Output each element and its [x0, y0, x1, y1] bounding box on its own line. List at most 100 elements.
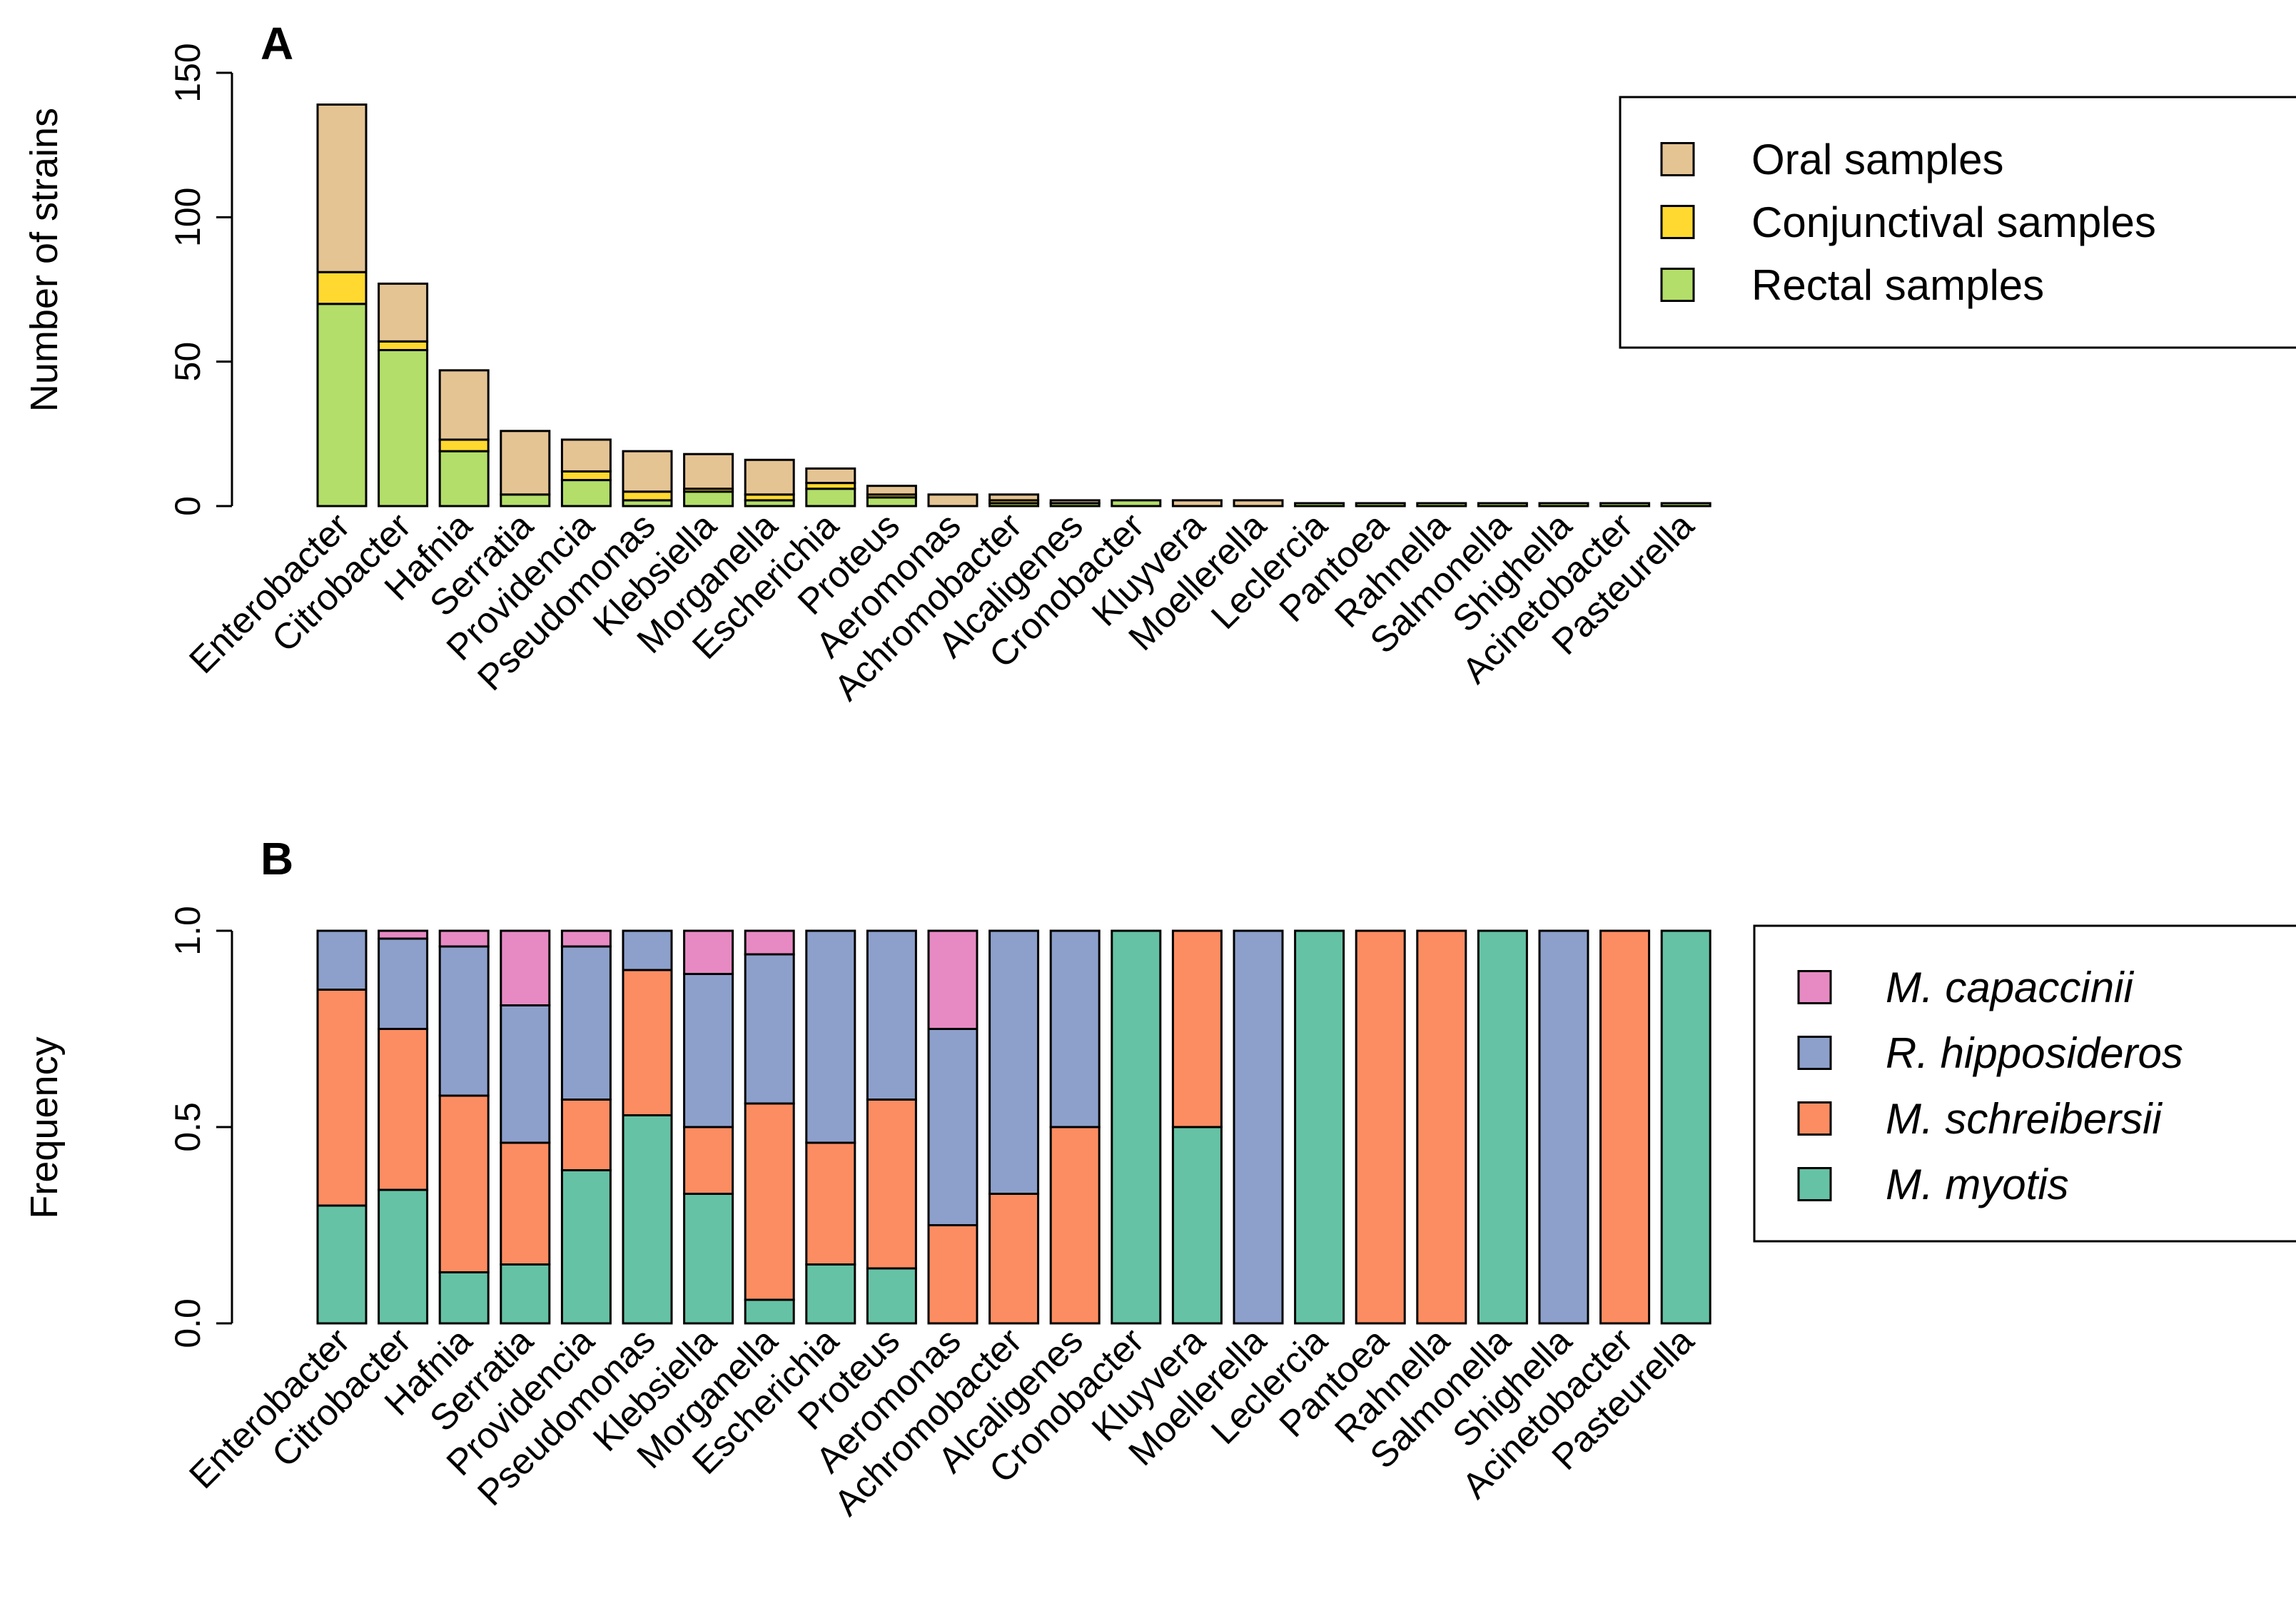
- panel-b-bar-providencia-m-myotis: [560, 1169, 612, 1325]
- panel-b-bar-cronobacter-m-myotis: [1111, 929, 1162, 1325]
- panel-b-bar-serratia-m-capaccinii: [500, 929, 551, 1006]
- panel-b-bar-klebsiella-r-hipposideros: [683, 973, 734, 1128]
- panel-b-bar-achromobacter-m-schreibersii: [988, 1193, 1040, 1325]
- panel-b-bar-acinetobacter-m-schreibersii: [1599, 929, 1651, 1325]
- panel-a-legend-label-conjunctival-samples: Conjunctival samples: [1751, 198, 2156, 246]
- panel-b-bar-aeromonas-r-hipposideros: [927, 1028, 978, 1226]
- panel-a-bar-serratia-oral-samples: [500, 430, 551, 496]
- panel-a-bar-pasteurella-rectal-samples: [1660, 502, 1711, 507]
- panel-b-bar-morganella-m-schreibersii: [744, 1102, 795, 1301]
- panel-a-bar-escherichia-oral-samples: [805, 467, 856, 485]
- panel-b-legend-label-m-schreibersii: M. schreibersii: [1886, 1095, 2163, 1143]
- panel-b-legend-label-m-capaccinii: M. capaccinii: [1886, 964, 2134, 1011]
- panel-b-legend-label-r-hipposideros: R. hipposideros: [1886, 1029, 2183, 1077]
- panel-a-y-axis: 0 50 100 150: [168, 43, 233, 516]
- panel-b-legend-swatch-m-schreibersii: [1797, 1101, 1832, 1136]
- panel-b-bar-morganella-m-myotis: [744, 1298, 795, 1325]
- panel-a-bar-proteus-oral-samples: [866, 485, 917, 496]
- panel-b-bar-salmonella-m-myotis: [1477, 929, 1528, 1325]
- panel-a-legend-swatch-oral-samples: [1660, 142, 1695, 176]
- panel-b-bar-shighella-r-hipposideros: [1538, 929, 1589, 1325]
- panel-b-bar-klebsiella-m-myotis: [683, 1193, 734, 1325]
- panel-b-bar-providencia-m-capaccinii: [560, 929, 612, 948]
- panel-b-bar-proteus-m-myotis: [866, 1267, 917, 1325]
- panel-b-bar-providencia-r-hipposideros: [560, 945, 612, 1101]
- panel-a-bar-enterobacter-conjunctival-samples: [316, 271, 368, 305]
- panel-b-bar-citrobacter-m-myotis: [378, 1188, 429, 1325]
- panel-a-legend-box: [1619, 96, 2296, 349]
- panel-a-bar-salmonella-rectal-samples: [1477, 502, 1528, 507]
- panel-b-bar-escherichia-m-schreibersii: [805, 1141, 856, 1266]
- panel-a-legend-swatch-conjunctival-samples: [1660, 205, 1695, 239]
- panel-a-bar-hafnia-rectal-samples: [438, 450, 490, 507]
- panel-b-bar-citrobacter-m-capaccinii: [378, 929, 429, 940]
- panel-b-bar-klebsiella-m-schreibersii: [683, 1126, 734, 1195]
- panel-b-legend-box: [1753, 924, 2296, 1243]
- panel-b-bar-escherichia-r-hipposideros: [805, 929, 856, 1144]
- panel-a-bar-providencia-oral-samples: [560, 438, 612, 473]
- panel-a-bar-enterobacter-oral-samples: [316, 103, 368, 273]
- panel-a-bar-leclercia-rectal-samples: [1294, 502, 1345, 507]
- panel-a-legend: Oral samples Conjunctival samples Rectal s…: [1619, 96, 2296, 349]
- panel-a-bar-moellerella-oral-samples: [1233, 499, 1284, 507]
- panel-b-bar-hafnia-m-capaccinii: [438, 929, 490, 948]
- panel-a-legend-label-oral-samples: Oral samples: [1751, 136, 2003, 183]
- panel-a-bar-klebsiella-oral-samples: [683, 453, 734, 490]
- panel-b-bar-hafnia-r-hipposideros: [438, 945, 490, 1097]
- panel-a-bar-hafnia-oral-samples: [438, 369, 490, 441]
- panel-b-bar-pasteurella-m-myotis: [1660, 929, 1711, 1325]
- panel-b-bar-achromobacter-r-hipposideros: [988, 929, 1040, 1195]
- panel-a-bar-citrobacter-conjunctival-samples: [378, 340, 429, 351]
- panel-b-bar-citrobacter-r-hipposideros: [378, 937, 429, 1030]
- panel-b-legend-label-m-myotis: M. myotis: [1886, 1161, 2069, 1208]
- panel-a-bar-alcaligenes-oral-samples: [1049, 499, 1101, 505]
- panel-a-y-axis-title: Number of strains: [23, 108, 66, 412]
- panel-b-bars: [316, 929, 1711, 1325]
- panel-b-bar-providencia-m-schreibersii: [560, 1099, 612, 1171]
- panel-b-y-tick-label: 1.0: [168, 906, 208, 956]
- panel-b-legend: M. capaccinii R. hipposideros M. schreiber…: [1753, 924, 2296, 1243]
- panel-a-bar-kluyvera-oral-samples: [1171, 499, 1223, 507]
- panel-a-bar-shighella-rectal-samples: [1538, 502, 1589, 507]
- panel-a-bar-enterobacter-rectal-samples: [316, 303, 368, 507]
- panel-a-label: A: [261, 18, 293, 69]
- panel-b-bar-pseudomonas-r-hipposideros: [622, 929, 673, 971]
- panel-b-bar-aeromonas-m-capaccinii: [927, 929, 978, 1030]
- panel-b-bar-enterobacter-m-schreibersii: [316, 989, 368, 1207]
- panel-a-bar-morganella-oral-samples: [744, 458, 795, 496]
- panel-b-bar-alcaligenes-r-hipposideros: [1049, 929, 1101, 1128]
- panel-a-bar-serratia-rectal-samples: [500, 493, 551, 507]
- panel-a-chart: A Number of strains 0 50 100 150 Enterobact…: [23, 18, 2296, 708]
- panel-b-bar-enterobacter-m-myotis: [316, 1204, 368, 1325]
- panel-b-legend-swatch-r-hipposideros: [1797, 1036, 1832, 1070]
- panel-b-bar-kluyvera-m-schreibersii: [1171, 929, 1223, 1128]
- panel-b-bar-leclercia-m-myotis: [1294, 929, 1345, 1325]
- panel-a-bar-citrobacter-rectal-samples: [378, 348, 429, 507]
- panel-b-bar-aeromonas-m-schreibersii: [927, 1224, 978, 1325]
- panel-b-bar-escherichia-m-myotis: [805, 1263, 856, 1325]
- panel-a-y-tick-label: 0: [168, 496, 208, 516]
- panel-a-bar-providencia-rectal-samples: [560, 479, 612, 507]
- panel-a-bar-acinetobacter-rectal-samples: [1599, 502, 1651, 507]
- panel-a-bar-pseudomonas-conjunctival-samples: [622, 490, 673, 502]
- panel-b-y-tick-label: 0.0: [168, 1298, 208, 1348]
- panel-a-bar-providencia-conjunctival-samples: [560, 470, 612, 482]
- panel-b-bar-morganella-m-capaccinii: [744, 929, 795, 956]
- panel-a-bars: [316, 103, 1711, 507]
- panel-b-bar-serratia-m-schreibersii: [500, 1141, 551, 1266]
- panel-b-bar-kluyvera-m-myotis: [1171, 1126, 1223, 1325]
- panel-a-bar-klebsiella-rectal-samples: [683, 490, 734, 507]
- panel-b-bar-proteus-r-hipposideros: [866, 929, 917, 1101]
- panel-a-bar-achromobacter-oral-samples: [988, 493, 1040, 502]
- panel-b-bar-moellerella-r-hipposideros: [1233, 929, 1284, 1325]
- panel-a-bar-proteus-rectal-samples: [866, 496, 917, 507]
- panel-a-x-labels: EnterobacterCitrobacterHafniaSerratiaPro…: [181, 505, 1701, 708]
- panel-b-bar-pseudomonas-m-myotis: [622, 1114, 673, 1325]
- panel-a-bar-aeromonas-oral-samples: [927, 493, 978, 507]
- panel-a-bar-pseudomonas-oral-samples: [622, 450, 673, 493]
- panel-b-chart: B Frequency 0.0 0.5 1.0 EnterobacterCitrob…: [23, 833, 2296, 1523]
- panel-a-y-tick-label: 150: [168, 43, 208, 102]
- panel-b-x-labels: EnterobacterCitrobacterHafniaSerratiaPro…: [181, 1320, 1701, 1523]
- panel-a-y-tick-label: 50: [168, 342, 208, 382]
